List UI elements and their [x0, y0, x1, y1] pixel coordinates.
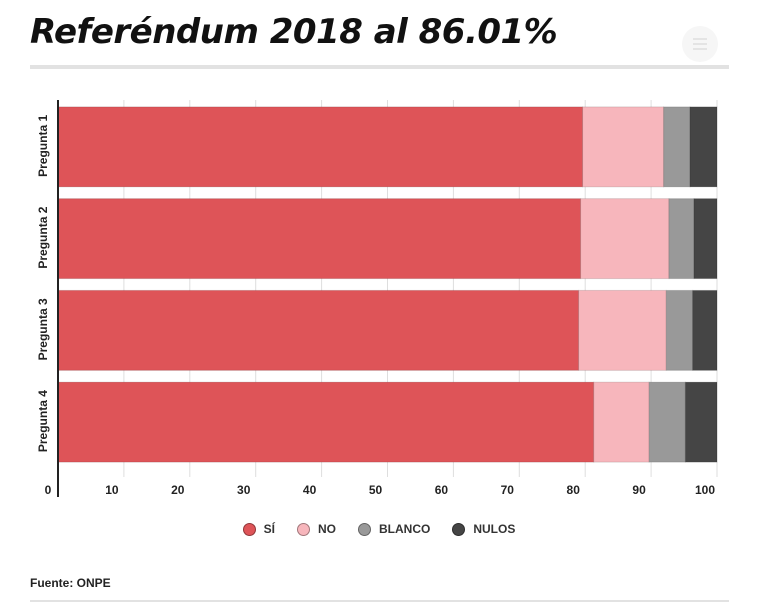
- bar-segment-4[interactable]: [692, 289, 718, 371]
- legend-swatch: [297, 522, 310, 536]
- legend-swatch: [452, 522, 466, 536]
- bar-segment-3[interactable]: [648, 381, 686, 463]
- bar-segment-1[interactable]: [57, 106, 584, 188]
- bar-segment-1[interactable]: [57, 289, 580, 371]
- chart-title: Referéndum 2018 al 86.01%: [30, 12, 558, 52]
- bar-segment-1[interactable]: [57, 198, 582, 280]
- menu-icon-line: [693, 48, 707, 50]
- menu-icon: [693, 38, 707, 40]
- legend-item[interactable]: NULOS: [452, 522, 515, 536]
- stacked-bar-chart: Pregunta 1 Pregunta 2 Pregunta 3 Pregunta 4…: [36, 100, 718, 497]
- category-label: Pregunta 4: [36, 390, 50, 452]
- x-tick-label: 60: [435, 483, 449, 497]
- bar-segment-4[interactable]: [684, 381, 718, 463]
- legend-label: BLANCO: [379, 522, 431, 536]
- bar-segment-2[interactable]: [580, 198, 670, 280]
- legend-item[interactable]: SÍ: [242, 522, 275, 536]
- x-tick-label: 50: [369, 483, 383, 497]
- legend-label: SÍ: [263, 522, 275, 536]
- x-tick-label: 0: [45, 483, 52, 497]
- footer-divider: [30, 600, 729, 602]
- x-tick-label: 80: [567, 483, 581, 497]
- bar-segment-4[interactable]: [693, 198, 718, 280]
- x-tick-label: 40: [303, 483, 317, 497]
- bar-segment-3[interactable]: [668, 198, 695, 280]
- bar-segment-3[interactable]: [663, 106, 691, 188]
- legend-swatch: [242, 522, 256, 536]
- chart-legend: SÍ NO BLANCO NULOS: [0, 522, 758, 536]
- legend-swatch: [358, 522, 371, 536]
- menu-button[interactable]: [682, 26, 718, 62]
- legend-item[interactable]: BLANCO: [358, 522, 430, 536]
- x-tick-label: 70: [501, 483, 515, 497]
- x-tick-label: 20: [171, 483, 185, 497]
- bar-segment-4[interactable]: [689, 106, 718, 188]
- x-tick-label: 90: [632, 483, 646, 497]
- category-label: Pregunta 3: [36, 298, 50, 360]
- bar-segment-3[interactable]: [665, 289, 694, 371]
- x-tick-label: 100: [695, 483, 715, 497]
- category-label: Pregunta 1: [36, 115, 50, 177]
- source-note: Fuente: ONPE: [30, 576, 111, 590]
- legend-label: NO: [318, 522, 336, 536]
- bar-segment-2[interactable]: [578, 289, 667, 371]
- legend-label: NULOS: [473, 522, 516, 536]
- menu-icon-line: [693, 43, 707, 45]
- title-divider: [30, 65, 729, 69]
- bar-segment-1[interactable]: [57, 381, 595, 463]
- bar-segment-2[interactable]: [593, 381, 650, 463]
- category-label: Pregunta 2: [36, 206, 50, 268]
- legend-item[interactable]: NO: [297, 522, 336, 536]
- bar-segment-2[interactable]: [582, 106, 665, 188]
- x-tick-label: 30: [237, 483, 251, 497]
- x-tick-label: 10: [105, 483, 119, 497]
